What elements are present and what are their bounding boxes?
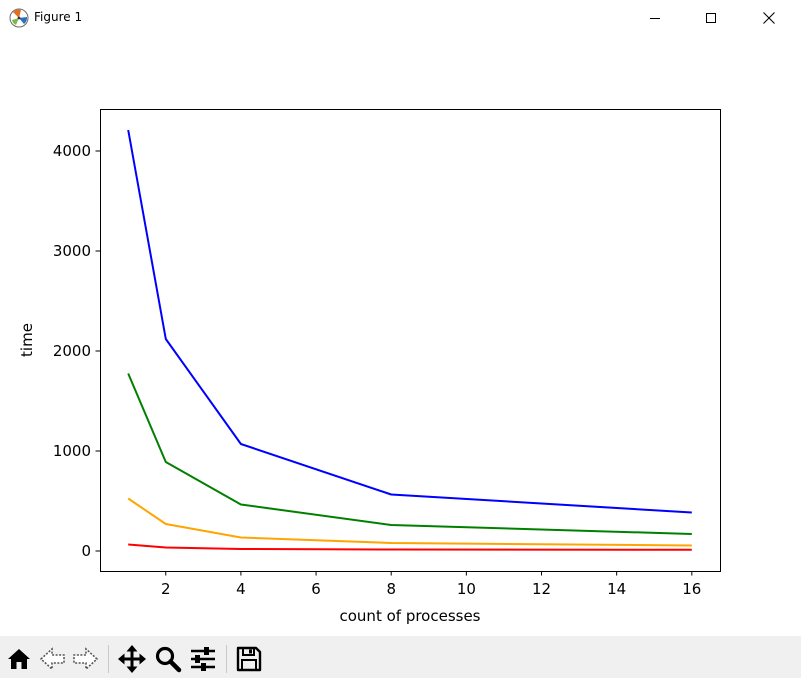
y-tick-label: 2000: [53, 342, 91, 360]
toolbar-separator: [108, 645, 109, 673]
back-button[interactable]: [38, 644, 68, 674]
x-tick-label: 14: [607, 580, 626, 598]
x-tick-label: 16: [682, 580, 701, 598]
series-line-3: [127, 497, 692, 547]
window-title: Figure 1: [34, 10, 83, 24]
minimize-icon: [650, 18, 660, 19]
pan-icon: [118, 645, 146, 673]
navigation-toolbar: [0, 636, 801, 678]
home-button[interactable]: [4, 644, 34, 674]
matplotlib-icon: [9, 8, 29, 28]
close-button[interactable]: [746, 0, 792, 36]
close-icon: [763, 12, 775, 24]
toolbar-separator: [226, 645, 227, 673]
back-icon: [39, 647, 65, 671]
x-tick-label: 2: [161, 580, 171, 598]
series-line-2: [127, 373, 692, 535]
maximize-icon: [706, 13, 716, 23]
home-icon: [8, 649, 30, 669]
x-tick-label: 6: [311, 580, 321, 598]
y-axis-ticks: 0 1000 2000 3000 4000: [53, 142, 100, 560]
x-tick-label: 8: [386, 580, 396, 598]
x-axis-ticks: 2 4 6 8 10 12 14 16: [161, 571, 701, 598]
line-chart: 2 4 6 8 10 12 14 16 0 1000 2000 3000 4000 count of …: [18, 109, 721, 625]
forward-icon: [73, 647, 99, 671]
configure-subplots-icon: [191, 647, 215, 671]
minimize-button[interactable]: [632, 0, 678, 36]
series-line-1: [127, 129, 692, 514]
x-axis-label: count of processes: [340, 607, 481, 625]
x-tick-label: 10: [457, 580, 476, 598]
series-lines: [127, 129, 692, 551]
title-bar: Figure 1: [0, 0, 801, 36]
y-axis-label: time: [18, 323, 36, 357]
save-icon: [236, 646, 262, 672]
forward-button[interactable]: [70, 644, 100, 674]
y-tick-label: 0: [81, 542, 91, 560]
y-tick-label: 3000: [53, 242, 91, 260]
axes-frame: [100, 109, 721, 572]
x-tick-label: 12: [532, 580, 551, 598]
maximize-button[interactable]: [688, 0, 734, 36]
zoom-button[interactable]: [153, 644, 183, 674]
series-line-4: [128, 543, 692, 551]
x-tick-label: 4: [236, 580, 246, 598]
y-tick-label: 1000: [53, 442, 91, 460]
y-tick-label: 4000: [53, 142, 91, 160]
save-button[interactable]: [234, 644, 264, 674]
configure-subplots-button[interactable]: [188, 644, 218, 674]
figure-canvas[interactable]: 2 4 6 8 10 12 14 16 0 1000 2000 3000 4000 count of …: [0, 36, 801, 636]
pan-button[interactable]: [117, 644, 147, 674]
zoom-icon: [155, 646, 182, 673]
